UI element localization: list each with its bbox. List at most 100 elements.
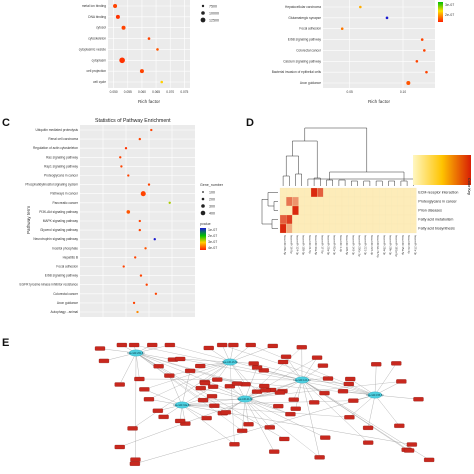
panel-e-target-node [220, 410, 231, 415]
panel-c-dot [145, 283, 148, 286]
panel-e-target-node [217, 342, 228, 348]
panel-c-letter: C [2, 117, 10, 129]
panel-c-size-legend-label: 200 [209, 198, 215, 202]
panel-d-column-label: hsa-miR-181a-5p [395, 235, 399, 257]
panel-d-heatmap-cell [298, 223, 305, 234]
panel-e-target-node [130, 457, 141, 462]
panel-d-heatmap-cell [366, 223, 374, 234]
panel-b-x-tick: 0.10 [400, 90, 406, 94]
panel-d-heatmap-cell [279, 205, 287, 216]
panel-e-edge [301, 379, 410, 451]
panel-c-term-label: Inositol phosphate [52, 246, 78, 250]
panel-a-size-legend-label: 7500 [209, 5, 217, 9]
panel-c-dot [134, 256, 137, 259]
panel-b-term-label: Glutamatergic synapse [288, 16, 321, 20]
panel-e-target-node [175, 356, 186, 362]
panel-c-color-legend-label: 2e-07 [208, 234, 217, 238]
panel-b-term-label: Focal adhesion [299, 27, 321, 31]
panel-d-heatmap-cell [335, 214, 343, 225]
panel-b-term-label: Axon guidance [300, 81, 321, 85]
panel-d-row-label: Fatty acid metabolism [418, 218, 453, 222]
panel-d-heatmap-cell [317, 214, 324, 225]
panel-d-heatmap-cell [310, 223, 318, 234]
panel-d-heatmap-cell [329, 205, 336, 216]
panel-c-term-label: Pathways in cancer [50, 192, 79, 196]
panel-b-dot [359, 5, 362, 9]
panel-e-target-node [391, 361, 402, 366]
panel-e-target-node [311, 355, 323, 360]
panel-e-mirna-hub [294, 376, 310, 384]
panel-a-dot [147, 37, 151, 40]
panel-d-heatmap-cell [298, 205, 305, 216]
panel-c-dot [150, 128, 153, 132]
panel-d-heatmap-cell [292, 187, 299, 198]
panel-e-target-node [164, 342, 176, 348]
panel-d-dendrogram-branch [375, 180, 383, 186]
panel-e-target-node [288, 397, 299, 402]
panel-e-target-node [129, 461, 141, 466]
panel-e-target-nodes [94, 342, 435, 466]
panel-a-term-label: cytoplasm [92, 58, 107, 62]
panel-d-dendrogram-branch [338, 179, 346, 186]
panel-e-edge [132, 361, 231, 429]
panel-d-dendrogram-branch [261, 199, 272, 225]
panel-c-dot [122, 265, 125, 268]
panel-e-edge [250, 344, 376, 396]
panel-e-target-node [212, 377, 223, 382]
panel-e-target-node [175, 418, 186, 424]
panel-d-heatmap-cell [292, 205, 299, 216]
panel-e-target-node [201, 415, 212, 421]
panel-a-x-tick: 0.060 [138, 90, 146, 94]
panel-a-term-label: cytosol [96, 26, 106, 30]
panel-b-dot [406, 81, 411, 85]
panel-b-x-ticks: 0.05 0.10 [347, 90, 407, 94]
panel-b-dot [425, 70, 428, 74]
panel-d-heatmap-cell [341, 223, 349, 234]
panel-d-heatmap-cell [341, 205, 349, 216]
panel-e-mirna-hub-label: hsa-miR-34a-5p [173, 404, 191, 407]
panel-c-term-label: PI3K-Akt signaling pathway [39, 210, 78, 214]
panel-d-heatmap-cell [391, 205, 398, 216]
panel-e-target-node [344, 415, 355, 420]
panel-e-target-node [164, 373, 175, 378]
panel-e-network: E hsa-miR-26b-5p hsa-miR-16-5p hsa-miR-124… [2, 337, 435, 466]
panel-a-term-label: DNA binding [88, 15, 106, 19]
panel-c-dot [168, 201, 171, 204]
panel-e-mirna-hub [222, 358, 238, 366]
panel-e-edge [295, 379, 303, 409]
panel-d-heatmap-cell [310, 205, 318, 216]
panel-c-size-legend-items: 100 200 300 400 [200, 191, 215, 216]
panel-e-target-node [314, 455, 325, 460]
panel-e-target-node [309, 400, 320, 405]
panel-d-heatmap-cell [279, 223, 287, 234]
panel-d-heatmap-cell [292, 214, 299, 225]
panel-d-dendrogram-branch [326, 179, 333, 186]
panel-a-term-label: cytoskeleton [88, 37, 106, 41]
panel-e-target-node [317, 363, 329, 368]
panel-c-term-label: Renal cell carcinoma [48, 137, 78, 141]
panel-d-heatmap-cell [298, 187, 305, 198]
panel-d-dendrogram-branch [285, 155, 299, 176]
panel-e-edge [181, 370, 191, 406]
panel-a-dot [160, 80, 164, 84]
panel-c-size-legend-dot [201, 204, 205, 208]
panel-e-target-node [424, 457, 435, 462]
panel-d-heatmap-cell [329, 214, 336, 225]
panel-d-heatmap-cell [372, 223, 380, 234]
panel-c-term-label: Focal adhesion [56, 265, 78, 269]
panel-e-target-node [320, 435, 331, 440]
panel-d-column-label: hsa-miR-16-5p [289, 235, 293, 254]
panel-c-term-label: Proteoglycans in cancer [44, 174, 79, 178]
panel-e-edge [374, 363, 397, 396]
panel-d-column-label: hsa-miR-29a-3p [382, 235, 386, 255]
panel-b-term-label: Bacterial invasion of epithelial cells [272, 70, 322, 74]
panel-e-target-node [207, 384, 219, 389]
panel-d-heatmap-cell [360, 196, 367, 207]
panel-d-heatmap-cells [279, 187, 417, 234]
panel-d-heatmap-cell [385, 196, 392, 207]
panel-d-dendrogram-branch [304, 127, 368, 172]
panel-d-dendrogram-branch [388, 180, 395, 186]
panel-e-target-node [152, 408, 163, 413]
panel-e-edge [180, 358, 231, 363]
